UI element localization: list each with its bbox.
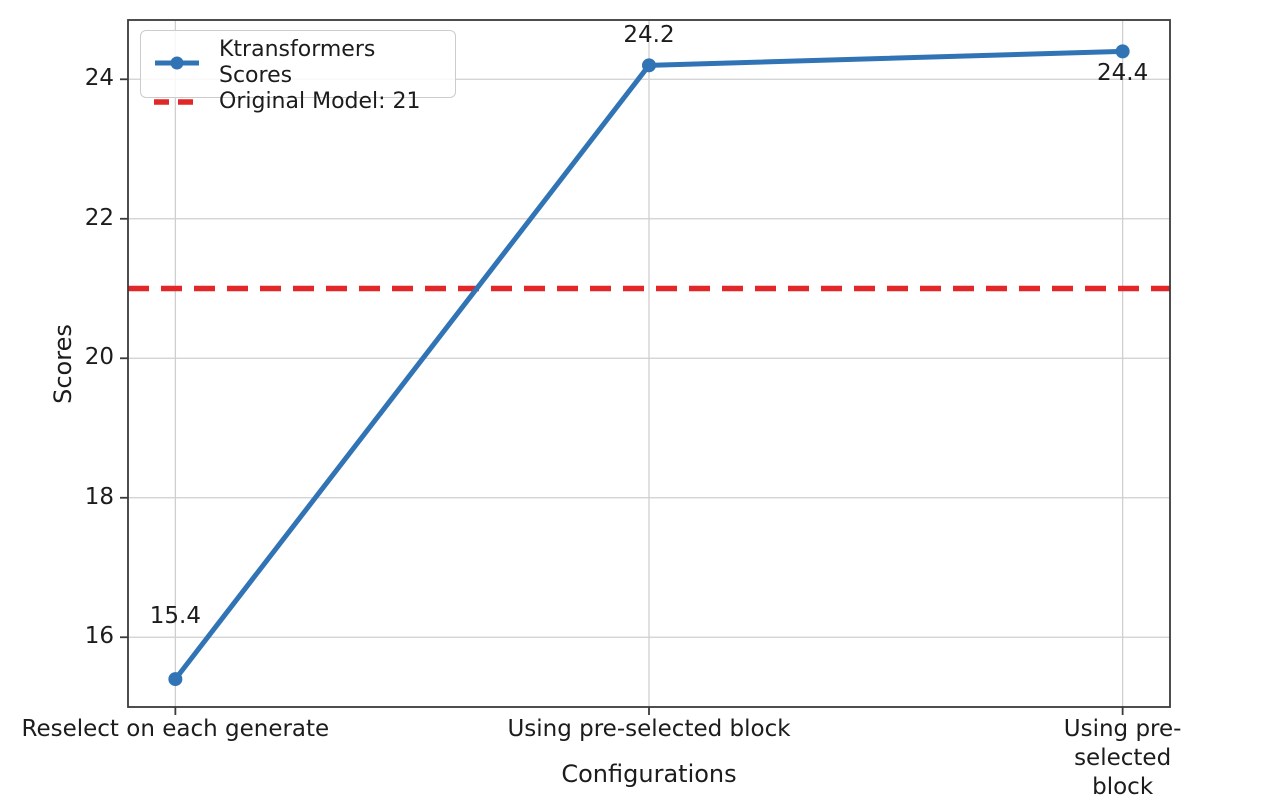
legend: Ktransformers Scores Original Model: 21 (140, 30, 456, 114)
point-value-label: 24.2 (623, 22, 675, 49)
point-value-label: 24.4 (1097, 60, 1149, 87)
legend-label-series: Ktransformers Scores (219, 37, 376, 88)
y-tick-label: 20 (84, 344, 114, 371)
x-tick-label: Using pre-selected block (507, 716, 791, 742)
point-value-label: 15.4 (149, 603, 201, 630)
y-axis-title: Scores (49, 324, 77, 404)
y-tick-label: 24 (84, 65, 114, 92)
legend-item-reference: Original Model: 21 (153, 89, 443, 115)
legend-item-series: Ktransformers Scores (153, 37, 443, 89)
x-tick-label: Reselect on each generate (21, 716, 330, 742)
legend-label-reference: Original Model: 21 (219, 89, 421, 114)
reference-dashed-line-icon (154, 99, 200, 105)
y-tick-label: 16 (84, 623, 114, 650)
data-point-marker (168, 672, 183, 687)
x-tick-label: Using pre-selected block First two layer… (1063, 716, 1182, 800)
data-point-marker (642, 58, 656, 73)
y-tick-label: 22 (84, 204, 114, 231)
x-axis-title: Configurations (561, 760, 737, 788)
series-line-icon (155, 56, 199, 70)
data-point-marker (1115, 44, 1130, 59)
y-tick-label: 18 (84, 483, 114, 510)
